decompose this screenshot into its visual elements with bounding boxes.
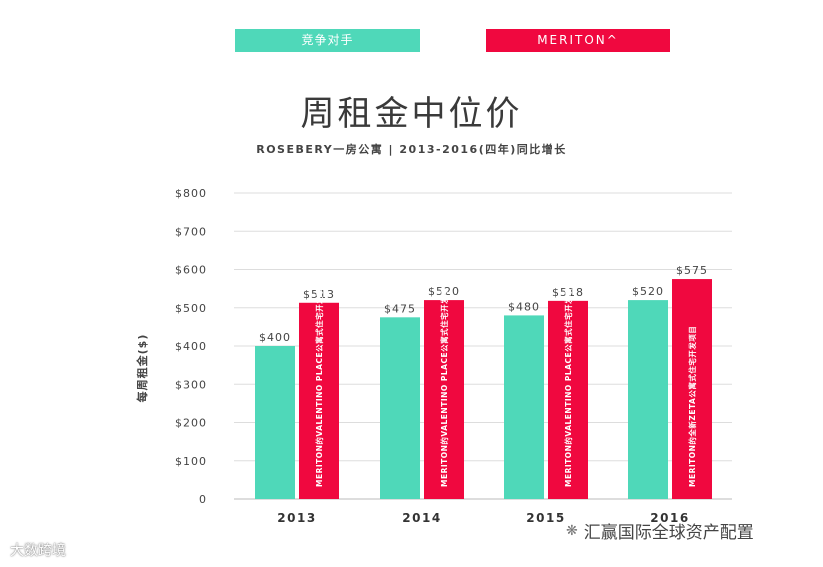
bar-meriton xyxy=(672,279,712,499)
data-label: $520 xyxy=(632,285,664,298)
x-tick-label: 2014 xyxy=(402,511,441,525)
watermark-right: ❋ 汇赢国际全球资产配置 xyxy=(566,518,754,544)
bar-annotation: MERITON的VALENTINO PLACE公寓式住宅开发项目 xyxy=(563,280,573,487)
chart-title: 周租金中位价 xyxy=(300,94,523,134)
bar-annotation: MERITON的全新ZETA公寓式住宅开发项目 xyxy=(687,326,697,487)
bar-competitor xyxy=(504,315,544,499)
data-label: $518 xyxy=(552,286,584,299)
legend-competitor: 竞争对手 xyxy=(235,29,420,52)
watermark-left: 大数跨境 xyxy=(10,540,66,560)
bar-annotation: MERITON的VALENTINO PLACE公寓式住宅开发项目 xyxy=(314,280,324,487)
y-tick-label: $100 xyxy=(175,455,207,468)
y-tick-label: 0 xyxy=(199,493,207,506)
y-tick-label: $600 xyxy=(175,264,207,277)
data-label: $575 xyxy=(676,264,708,277)
y-tick-label: $200 xyxy=(175,417,207,430)
y-tick-label: $400 xyxy=(175,340,207,353)
data-label: $475 xyxy=(384,302,416,315)
data-label: $520 xyxy=(428,285,460,298)
bar-competitor xyxy=(380,317,420,499)
y-tick-label: $500 xyxy=(175,302,207,315)
wechat-icon: ❋ xyxy=(566,522,578,539)
bar-meriton xyxy=(299,302,339,499)
bar-competitor xyxy=(255,346,295,499)
bar-meriton xyxy=(548,300,588,499)
y-axis-label: 每周租金($) xyxy=(135,334,149,403)
y-tick-label: $700 xyxy=(175,225,207,238)
y-tick-label: $800 xyxy=(175,187,207,200)
bar-annotation: MERITON的VALENTINO PLACE公寓式住宅开发项目 xyxy=(439,280,449,487)
x-tick-label: 2015 xyxy=(526,511,565,525)
bar-meriton xyxy=(424,300,464,499)
legend-meriton: MERITON^ xyxy=(486,29,670,52)
bar-competitor xyxy=(628,300,668,499)
data-label: $513 xyxy=(303,288,335,301)
x-tick-label: 2013 xyxy=(277,511,316,525)
y-tick-label: $300 xyxy=(175,378,207,391)
watermark-left-text: 大数跨境 xyxy=(10,543,66,559)
data-label: $400 xyxy=(259,331,291,344)
data-label: $480 xyxy=(508,300,540,313)
x-tick-label: 2016 xyxy=(650,511,689,525)
chart-subtitle: ROSEBERY一房公寓 | 2013-2016(四年)同比增长 xyxy=(256,143,567,156)
watermark-right-text: 汇赢国际全球资产配置 xyxy=(583,523,754,543)
